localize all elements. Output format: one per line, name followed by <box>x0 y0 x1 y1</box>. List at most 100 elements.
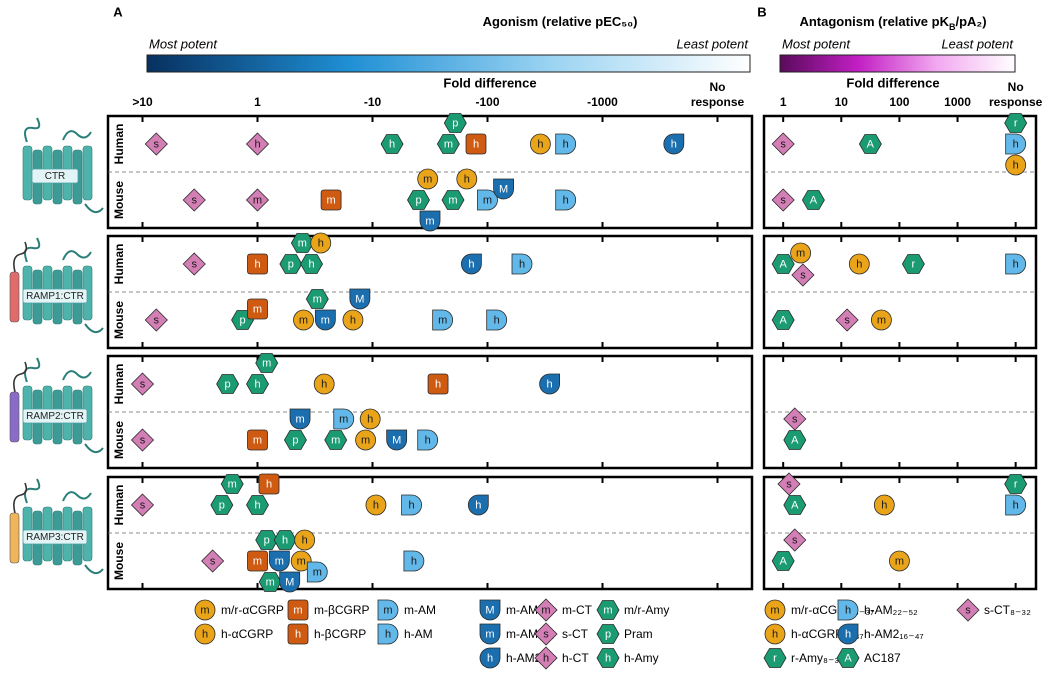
marker-letter: m <box>877 314 886 326</box>
marker-shape <box>848 253 870 275</box>
title-sub: B <box>949 22 956 32</box>
species-label: Mouse <box>112 181 126 219</box>
marker-letter: s <box>792 534 798 546</box>
legend-swatch <box>596 648 620 668</box>
marker-letter: s <box>140 378 146 390</box>
scale-right-label: Least potent <box>676 36 749 51</box>
marker-letter: p <box>452 117 458 129</box>
scale-right-label: Least potent <box>941 36 1014 51</box>
marker-shape <box>477 189 498 211</box>
axis-title: Fold difference <box>846 75 939 90</box>
data-marker: A <box>771 310 795 330</box>
marker-letter: m <box>321 314 330 326</box>
marker-letter: h <box>563 194 569 206</box>
legend-item: h-CT <box>562 651 589 665</box>
marker-letter: m <box>331 434 340 446</box>
marker-letter: m <box>266 576 275 588</box>
marker-letter: p <box>415 194 421 206</box>
data-marker: m <box>247 429 268 451</box>
data-marker: p <box>210 495 234 515</box>
legend-swatch <box>479 623 501 645</box>
legend-marker: m <box>596 600 620 620</box>
scale-title: Agonism (relative pEC₅₀) <box>483 14 638 29</box>
marker-letter: s <box>844 314 850 326</box>
legend-item: h-Amy <box>624 651 659 665</box>
data-marker: M <box>349 288 371 310</box>
marker-letter: h <box>321 378 327 390</box>
marker-letter: A <box>810 194 818 206</box>
marker-shape <box>456 168 478 190</box>
data-marker: m <box>324 430 348 450</box>
marker-shape <box>349 288 371 310</box>
marker-shape <box>380 134 404 154</box>
legend-marker: h <box>479 647 501 669</box>
x-tick-label: >10 <box>132 95 153 109</box>
data-marker: p <box>216 374 240 394</box>
ramp-tail <box>13 361 28 393</box>
marker-shape <box>889 550 910 572</box>
marker-letter: m <box>299 314 308 326</box>
marker-shape <box>258 473 280 495</box>
data-marker: m <box>355 429 377 451</box>
loop <box>24 117 104 214</box>
legend-label: h-αCGRP <box>221 627 273 641</box>
marker-shape <box>279 254 303 274</box>
legend-label: m/r-Amy <box>624 603 669 617</box>
marker-letter: s <box>780 138 786 150</box>
marker-shape <box>858 134 882 154</box>
data-marker: M <box>386 429 408 451</box>
marker-shape <box>310 232 332 254</box>
data-marker: m <box>220 474 244 494</box>
marker-letter: h <box>881 499 887 511</box>
x-tick-label: 1 <box>254 95 261 109</box>
data-marker: m <box>293 309 314 331</box>
x-tick-label: 1000 <box>944 95 971 109</box>
legend-swatch <box>194 599 216 621</box>
marker-letter: h <box>302 534 308 546</box>
marker-shape <box>290 233 314 253</box>
species-label: Human <box>112 485 126 526</box>
data-marker: h <box>529 133 551 155</box>
data-marker: h <box>456 168 478 190</box>
receptor-label-box <box>22 529 88 545</box>
legend-item: s-CT <box>562 627 589 641</box>
legend-item: m/r-αCGRP₈₋₃₇ <box>791 603 874 617</box>
marker-letter: m <box>438 314 447 326</box>
marker-shape <box>305 289 329 309</box>
marker-shape <box>467 494 489 516</box>
ramp-tail <box>13 482 28 514</box>
legend-item: h-AM <box>404 627 433 641</box>
marker-letter: m <box>327 194 336 206</box>
marker-letter: r <box>912 258 916 270</box>
data-marker: m <box>290 233 314 253</box>
legend-item: m/r-Amy <box>624 603 669 617</box>
legend-marker: h <box>764 623 786 645</box>
marker-letter: h <box>1013 138 1019 150</box>
marker-letter: s <box>154 314 160 326</box>
data-marker: h <box>417 429 439 451</box>
marker-letter: h <box>266 478 272 490</box>
legend-marker: p <box>596 624 620 644</box>
marker-shape <box>300 254 324 274</box>
legend-swatch <box>596 624 620 644</box>
data-marker: s <box>771 188 795 212</box>
marker-letter: h <box>494 314 500 326</box>
marker-shape <box>783 528 807 552</box>
x-tick-label: -10 <box>363 95 382 109</box>
legend-label: s-CT₈₋₃₂ <box>984 603 1031 617</box>
marker-shape <box>290 550 312 572</box>
marker-letter: h <box>1013 499 1019 511</box>
legend-item: m-AM <box>404 603 436 617</box>
data-marker: s <box>130 493 155 517</box>
legend-label: h-AM2 <box>506 651 542 665</box>
data-marker: h <box>848 253 870 275</box>
data-marker: h <box>403 550 425 572</box>
data-marker: h <box>365 494 387 516</box>
data-marker: s <box>130 372 155 396</box>
marker-letter: s <box>792 413 798 425</box>
data-marker: m <box>314 309 336 331</box>
marker-shape <box>465 133 487 155</box>
legend-marker: h <box>377 623 399 645</box>
ramp-tail <box>13 241 28 273</box>
marker-letter: h <box>254 378 260 390</box>
